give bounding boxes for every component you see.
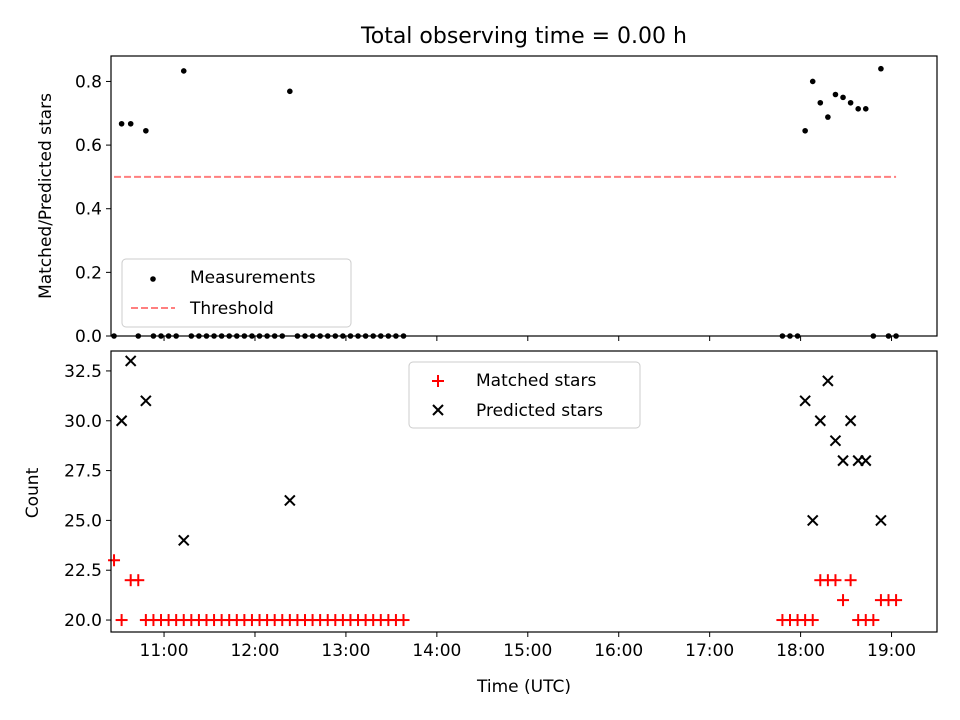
predicted-star-point bbox=[860, 454, 872, 467]
bottom-x-ticks: 11:00 12:00 13:00 14:00 15:00 16:00 17:00 18:00… bbox=[140, 632, 916, 661]
top-panel: Total observing time = 0.00 h Matched/Pr… bbox=[36, 24, 938, 347]
top-legend-box bbox=[121, 258, 352, 328]
legend-predicted-label: Predicted stars bbox=[476, 401, 603, 421]
bottom-y-tick-label: 27.5 bbox=[64, 462, 102, 482]
bottom-x-tick-label: 17:00 bbox=[685, 641, 734, 661]
top-y-axis-label: Matched/Predicted stars bbox=[36, 93, 56, 299]
predicted-star-point bbox=[124, 355, 137, 367]
matched-star-point bbox=[829, 574, 842, 587]
measurement-point bbox=[832, 91, 839, 98]
top-x-ticks bbox=[163, 336, 893, 341]
measurement-point bbox=[287, 88, 293, 95]
predicted-star-point bbox=[829, 434, 842, 447]
bottom-panel: Count Time (UTC) 20.0 22.5 25.0 27.5 30.0 32.… bbox=[23, 350, 938, 697]
bottom-legend: Matched stars Predicted stars bbox=[408, 361, 641, 429]
matched-star-point bbox=[397, 614, 410, 627]
bottom-y-tick-label: 32.5 bbox=[64, 362, 102, 382]
measurement-point bbox=[802, 127, 808, 134]
matched-star-point bbox=[115, 614, 128, 627]
bottom-x-tick-label: 13:00 bbox=[321, 641, 370, 661]
bottom-x-tick-label: 15:00 bbox=[503, 641, 552, 661]
bottom-y-ticks: 20.0 22.5 25.0 27.5 30.0 32.5 bbox=[64, 362, 111, 631]
top-y-tick-label: 0.6 bbox=[75, 136, 102, 156]
matched-star-point bbox=[890, 594, 903, 607]
measurement-point bbox=[878, 65, 884, 72]
matched-star-point bbox=[837, 594, 850, 607]
measurement-point bbox=[855, 106, 861, 112]
bottom-y-tick-label: 20.0 bbox=[64, 611, 102, 631]
predicted-star-point bbox=[822, 375, 834, 387]
legend-measurements-label: Measurements bbox=[190, 268, 316, 288]
matched-star-point bbox=[867, 614, 880, 627]
top-y-tick-label: 0.0 bbox=[75, 327, 102, 347]
top-axes-frame bbox=[110, 55, 938, 337]
measurement-point bbox=[817, 99, 824, 106]
measurement-point bbox=[825, 114, 831, 120]
legend-threshold-label: Threshold bbox=[189, 299, 274, 319]
bottom-legend-box bbox=[408, 361, 641, 429]
measurement-point bbox=[127, 120, 134, 127]
top-y-tick-label: 0.2 bbox=[75, 263, 102, 283]
bottom-x-tick-label: 12:00 bbox=[230, 641, 279, 661]
bottom-y-tick-label: 30.0 bbox=[64, 412, 102, 432]
bottom-x-tick-label: 19:00 bbox=[867, 641, 916, 661]
top-y-tick-label: 0.8 bbox=[75, 72, 102, 92]
predicted-star-point bbox=[178, 534, 190, 547]
legend-matched-label: Matched stars bbox=[476, 371, 596, 391]
top-y-tick-label: 0.4 bbox=[75, 200, 102, 220]
top-series-layer bbox=[111, 65, 899, 339]
bottom-y-tick-label: 22.5 bbox=[64, 561, 102, 581]
predicted-star-point bbox=[814, 415, 827, 427]
top-legend: Measurements Threshold bbox=[121, 258, 352, 328]
predicted-star-point bbox=[140, 395, 152, 407]
matched-star-point bbox=[108, 554, 121, 567]
matched-star-point bbox=[132, 574, 145, 587]
legend-measurements-marker bbox=[150, 276, 156, 282]
bottom-x-tick-label: 11:00 bbox=[140, 641, 189, 661]
matched-star-point bbox=[806, 614, 819, 627]
measurement-point bbox=[840, 94, 846, 101]
top-title: Total observing time = 0.00 h bbox=[360, 24, 687, 49]
measurement-point bbox=[862, 106, 869, 112]
predicted-star-point bbox=[115, 415, 128, 427]
bottom-x-axis-label: Time (UTC) bbox=[476, 677, 571, 697]
matched-star-point bbox=[844, 574, 857, 587]
measurement-point bbox=[809, 78, 816, 85]
legend-matched-marker bbox=[432, 375, 444, 387]
predicted-star-point bbox=[799, 395, 811, 407]
bottom-x-tick-label: 14:00 bbox=[412, 641, 461, 661]
bottom-series-layer bbox=[108, 355, 903, 627]
predicted-star-point bbox=[807, 514, 819, 527]
bottom-axes-frame bbox=[110, 350, 938, 633]
top-y-ticks: 0.0 0.2 0.4 0.6 0.8 bbox=[75, 72, 111, 347]
measurement-point bbox=[143, 127, 149, 134]
measurement-point bbox=[847, 99, 854, 106]
predicted-star-point bbox=[284, 494, 296, 507]
predicted-star-point bbox=[837, 454, 849, 467]
bottom-y-axis-label: Count bbox=[23, 467, 43, 518]
legend-predicted-marker bbox=[432, 404, 444, 416]
bottom-y-tick-label: 25.0 bbox=[64, 511, 102, 531]
bottom-x-tick-label: 18:00 bbox=[776, 641, 825, 661]
measurement-point bbox=[180, 68, 187, 74]
measurement-point bbox=[118, 120, 125, 127]
bottom-x-tick-label: 16:00 bbox=[594, 641, 643, 661]
predicted-star-point bbox=[875, 514, 887, 527]
predicted-star-point bbox=[844, 415, 857, 427]
